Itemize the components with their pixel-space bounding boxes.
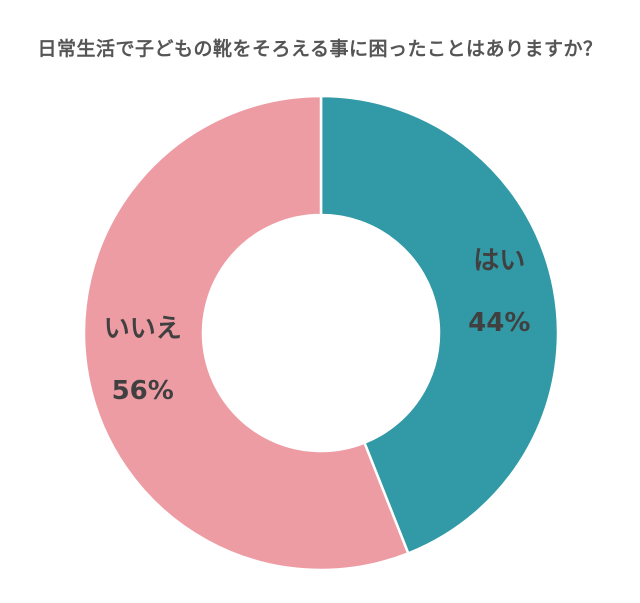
slice-label-category-0: はい [473, 246, 525, 276]
slice-no [82, 94, 410, 572]
slice-label-category-1: いいえ [104, 314, 182, 344]
slice-label-value-1: 56% [112, 376, 174, 406]
chart-title: 日常生活で子どもの靴をそろえる事に困ったことはありますか？ [37, 38, 603, 60]
slice-label-value-0: 44% [468, 308, 530, 338]
slice-yes [319, 94, 560, 555]
